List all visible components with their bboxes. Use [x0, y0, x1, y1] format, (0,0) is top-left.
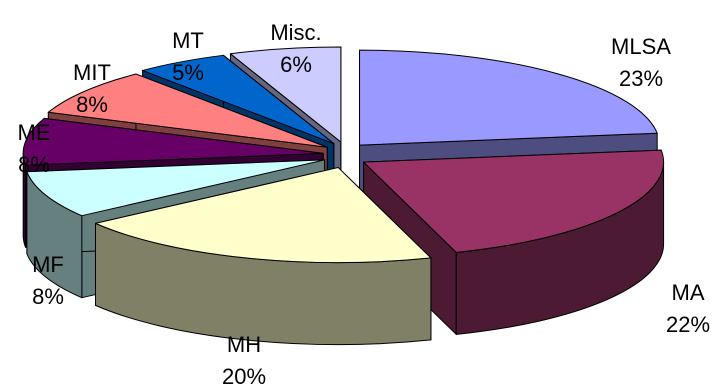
slice-percent: 23%	[619, 66, 663, 91]
slice-name: MT	[172, 28, 204, 53]
slice-top	[26, 159, 326, 217]
slice-name: MLSA	[611, 34, 671, 59]
slice-label-mt: MT 5%	[172, 28, 204, 85]
slice-top	[47, 73, 328, 148]
pie-slices	[22, 46, 665, 346]
slice-percent: 6%	[280, 52, 312, 77]
slice-name: ME	[18, 120, 51, 145]
slice-percent: 8%	[18, 152, 50, 177]
pie-slice-mh	[94, 167, 432, 346]
slice-percent: 22%	[666, 312, 710, 337]
slice-name: MIT	[73, 60, 111, 85]
slice-label-me: ME 8%	[18, 120, 51, 177]
slice-percent: 5%	[172, 60, 204, 85]
slice-label-mh: MH 20%	[222, 332, 266, 387]
slice-label-mlsa: MLSA 23%	[611, 34, 671, 91]
slice-percent: 8%	[32, 284, 64, 309]
slice-label-misc: Misc. 6%	[270, 20, 321, 77]
slice-top	[94, 167, 432, 264]
slice-label-mf: MF 8%	[32, 252, 64, 309]
slice-percent: 8%	[76, 92, 108, 117]
slice-top	[142, 54, 335, 145]
slice-label-ma: MA 22%	[666, 280, 710, 337]
slice-top	[22, 117, 324, 166]
slice-name: MF	[32, 252, 64, 277]
slice-top	[359, 49, 658, 146]
slice-name: MA	[672, 280, 705, 305]
slice-name: MH	[227, 332, 261, 357]
slice-top	[363, 149, 665, 253]
slice-name: Misc.	[270, 20, 321, 45]
slice-top	[229, 46, 342, 143]
slice-percent: 20%	[222, 364, 266, 387]
slice-label-mit: MIT 8%	[73, 60, 111, 117]
pie-labels: MLSA 23% MA 22% MH 20% MF 8% ME 8% MIT 8% MT 5% Misc. 6…	[18, 20, 711, 387]
